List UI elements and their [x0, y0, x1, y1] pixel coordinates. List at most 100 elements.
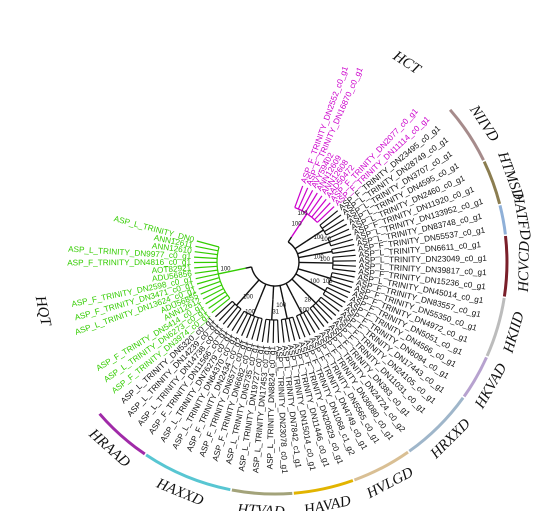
branch	[308, 195, 323, 216]
branch	[292, 317, 301, 340]
branch	[297, 268, 312, 274]
clade-label: HVLGD	[363, 465, 416, 503]
branch	[267, 319, 271, 343]
branch	[205, 291, 226, 305]
branch	[325, 290, 346, 303]
branch	[312, 250, 333, 256]
branch	[306, 310, 320, 331]
branch	[195, 273, 219, 280]
branch	[328, 272, 333, 285]
tree-branches	[193, 185, 357, 344]
branch	[331, 244, 355, 251]
branch	[251, 317, 259, 340]
clade-arc	[293, 479, 354, 495]
clade-arc	[98, 412, 146, 456]
branch	[316, 206, 335, 223]
branch	[196, 240, 220, 248]
branch	[309, 307, 325, 327]
clade-label: HKIID	[500, 310, 527, 356]
branch	[246, 316, 256, 339]
bootstrap-value: 28	[304, 297, 311, 303]
branch	[208, 294, 228, 309]
branch	[194, 265, 218, 269]
branch	[329, 279, 353, 289]
clade-label: HCT	[389, 48, 424, 79]
branch	[272, 319, 275, 344]
branch	[326, 223, 347, 236]
clade-label: HTVAD	[236, 502, 285, 511]
branch	[272, 285, 275, 300]
branch	[311, 272, 331, 280]
branch	[297, 187, 309, 210]
branch	[299, 314, 311, 336]
branch	[284, 318, 290, 342]
branch	[259, 283, 267, 298]
bootstrap-value: 100	[322, 279, 333, 285]
branch	[243, 310, 263, 320]
branch	[231, 300, 242, 310]
branch	[218, 303, 236, 322]
branch	[321, 214, 342, 229]
branch	[326, 286, 349, 299]
clade-arc	[231, 488, 293, 496]
branch	[330, 238, 353, 247]
branch	[327, 228, 350, 240]
branch	[227, 308, 242, 328]
branch	[250, 241, 300, 287]
branch	[236, 312, 249, 334]
bootstrap-value: 100	[299, 307, 310, 313]
branch	[312, 305, 329, 324]
bootstrap-value: 100	[243, 294, 254, 300]
bootstrap-value: 100	[297, 211, 308, 217]
clade-label: HATFD	[509, 191, 534, 242]
branch	[235, 289, 251, 306]
branch	[218, 267, 246, 275]
clade-arc	[485, 297, 506, 357]
branch	[322, 293, 343, 308]
branch	[304, 192, 318, 213]
branch	[331, 249, 333, 254]
branch	[200, 284, 223, 295]
branch	[194, 256, 218, 260]
branch	[324, 219, 345, 233]
branch	[222, 306, 239, 325]
branch	[249, 279, 260, 291]
branch	[288, 318, 296, 341]
clade-label: HCVCD	[516, 241, 533, 293]
bootstrap-value: 100	[276, 303, 287, 309]
branch	[196, 277, 220, 285]
branch	[277, 319, 280, 343]
bootstrap-value: 100	[220, 266, 231, 272]
clade-arc	[482, 160, 502, 205]
branch	[311, 198, 327, 218]
branch	[291, 278, 303, 290]
branch	[331, 272, 355, 278]
clade-arc	[462, 356, 488, 398]
bootstrap-value: 100	[320, 257, 331, 263]
branch	[328, 283, 351, 294]
branch	[261, 319, 267, 343]
branch	[290, 213, 308, 238]
branch	[287, 236, 293, 243]
branch	[294, 240, 308, 250]
clade-arc	[502, 235, 509, 297]
bootstrap-value: 100	[314, 255, 325, 261]
branch	[271, 299, 274, 320]
clade-label: HQT	[32, 294, 54, 329]
leaf-label: ASP_L_TRINITY_DN23049_c0_g1	[359, 254, 487, 265]
branch	[294, 185, 304, 208]
clade-label: HRXXD	[427, 416, 474, 463]
branch	[280, 319, 285, 343]
clade-arcs	[98, 108, 509, 496]
branch	[318, 299, 337, 316]
branch	[295, 273, 309, 282]
clade-arc	[145, 453, 231, 492]
branch	[332, 249, 356, 254]
branch	[301, 190, 314, 211]
clade-arc	[448, 108, 485, 161]
branch	[320, 296, 340, 312]
bootstrap-value: 100	[310, 279, 321, 285]
clade-arc	[353, 450, 409, 482]
bootstrap-values: 1001001001001001001002810010031100100100…	[220, 211, 333, 316]
